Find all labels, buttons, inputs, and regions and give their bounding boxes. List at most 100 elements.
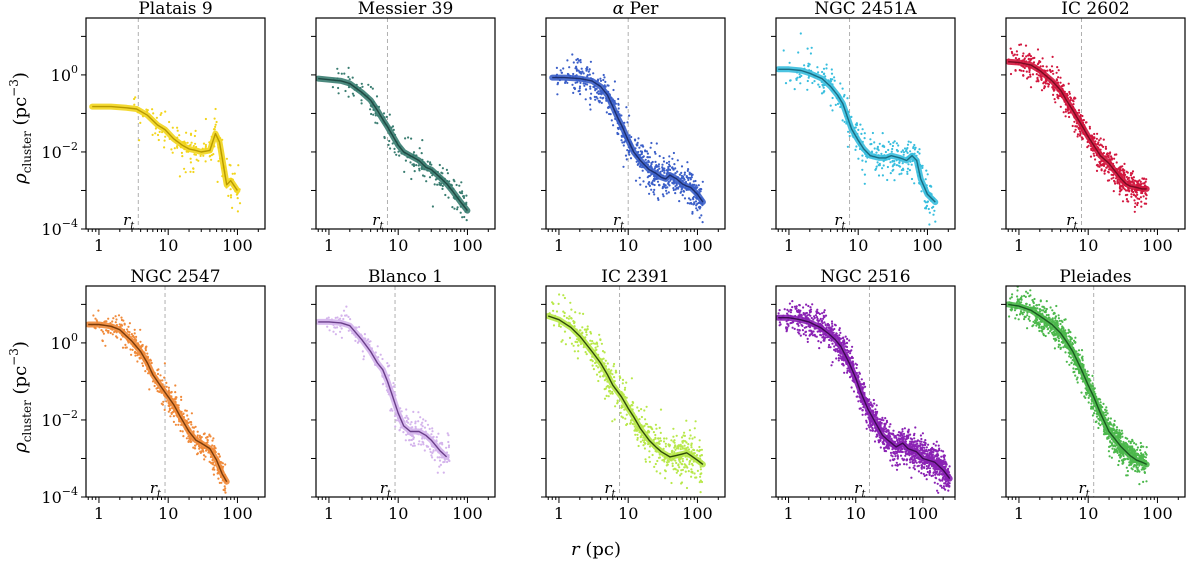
data-point	[413, 444, 416, 447]
data-point	[590, 92, 593, 95]
data-point	[1059, 81, 1062, 84]
data-point	[693, 472, 696, 475]
data-point	[811, 303, 814, 306]
data-point	[1140, 205, 1143, 208]
data-point	[655, 142, 658, 145]
data-point	[566, 81, 569, 84]
data-point	[1139, 180, 1142, 183]
data-point	[820, 319, 824, 322]
data-point	[876, 161, 879, 164]
data-point	[889, 161, 892, 164]
data-point	[1118, 186, 1121, 189]
data-point	[1115, 153, 1118, 156]
data-point	[438, 442, 441, 445]
data-point	[658, 184, 661, 187]
data-point	[144, 346, 147, 349]
data-point	[692, 449, 696, 452]
data-point	[895, 468, 899, 471]
data-point	[361, 350, 364, 353]
data-point	[632, 401, 635, 404]
data-point	[1103, 172, 1106, 175]
data-point	[809, 52, 813, 55]
data-point	[658, 440, 661, 443]
data-point	[1073, 97, 1076, 100]
data-point	[418, 440, 421, 443]
data-point	[636, 433, 639, 436]
data-point	[379, 353, 382, 356]
x-tick-label: 1	[1014, 236, 1024, 255]
data-point	[581, 70, 584, 73]
data-point	[839, 357, 842, 360]
data-point	[648, 184, 652, 187]
data-point	[829, 346, 832, 349]
data-point	[595, 87, 598, 90]
data-point	[694, 476, 697, 479]
data-point	[834, 103, 837, 106]
data-point	[1062, 111, 1065, 114]
data-point	[634, 428, 637, 431]
data-point	[695, 207, 698, 210]
data-point	[681, 187, 684, 190]
data-point	[663, 169, 666, 172]
data-point	[630, 377, 634, 380]
data-point	[556, 93, 559, 96]
data-point	[1059, 105, 1062, 108]
data-point	[637, 137, 640, 140]
data-point	[589, 359, 592, 362]
data-point	[1119, 165, 1122, 168]
data-point	[664, 445, 668, 448]
data-point	[918, 440, 921, 443]
data-point	[576, 357, 580, 360]
data-point	[1088, 125, 1091, 128]
data-point	[680, 165, 684, 168]
data-point	[932, 442, 935, 445]
data-point	[943, 458, 946, 461]
data-point	[831, 78, 834, 81]
data-point	[224, 487, 227, 490]
data-point	[844, 342, 847, 345]
data-point	[884, 417, 887, 420]
data-point	[674, 444, 677, 447]
data-point	[831, 328, 835, 332]
data-point	[675, 461, 678, 465]
data-point	[193, 153, 196, 156]
data-point	[849, 375, 852, 378]
data-point	[793, 305, 797, 308]
data-point	[565, 316, 569, 319]
data-point	[599, 77, 602, 80]
data-point	[822, 311, 826, 314]
data-point	[855, 123, 859, 127]
data-point	[168, 120, 171, 124]
data-point	[1028, 69, 1031, 72]
data-point	[212, 461, 215, 464]
data-point	[695, 454, 699, 457]
data-point	[639, 435, 643, 438]
data-point	[393, 414, 397, 418]
data-point	[595, 364, 598, 367]
data-point	[428, 162, 432, 166]
data-point	[667, 443, 670, 446]
data-point	[1026, 77, 1029, 80]
data-point	[596, 78, 600, 81]
data-point	[633, 138, 637, 141]
data-point	[820, 334, 823, 337]
data-point	[462, 195, 465, 198]
data-point	[345, 314, 348, 317]
data-point	[886, 178, 889, 182]
x-tick-label: 100	[1142, 236, 1173, 255]
data-point	[212, 437, 215, 440]
data-point	[928, 463, 931, 466]
panel-frame	[85, 17, 266, 230]
data-point	[189, 143, 192, 146]
data-point	[585, 331, 588, 334]
panel-frame	[315, 285, 496, 498]
data-point	[1076, 135, 1079, 138]
data-point	[659, 408, 663, 411]
data-point	[194, 129, 197, 132]
data-point	[435, 436, 438, 439]
data-point	[1027, 57, 1030, 60]
data-point	[150, 361, 153, 365]
data-point	[130, 333, 133, 336]
data-point	[392, 128, 395, 131]
data-point	[1029, 73, 1032, 76]
